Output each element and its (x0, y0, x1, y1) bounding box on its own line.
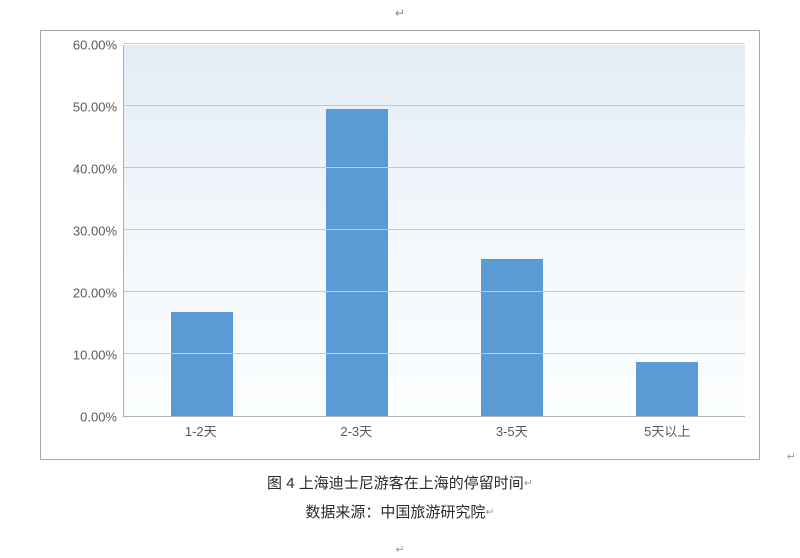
y-tick-label: 60.00% (47, 38, 117, 53)
figure-title: 图 4 上海迪士尼游客在上海的停留时间↵ (0, 470, 800, 499)
bar-slot (279, 45, 434, 416)
x-axis-labels: 1-2天2-3天3-5天5天以上 (123, 421, 745, 440)
y-tick-label: 30.00% (47, 224, 117, 239)
bar-slot (124, 45, 279, 416)
figure-title-text: 图 4 上海迪士尼游客在上海的停留时间 (267, 475, 524, 492)
caption-block: 图 4 上海迪士尼游客在上海的停留时间↵ 数据来源：中国旅游研究院↵ (0, 470, 800, 527)
gridline (124, 43, 745, 44)
gridline (124, 167, 745, 168)
figure-source-text: 数据来源：中国旅游研究院 (305, 504, 485, 521)
gridline (124, 291, 745, 292)
y-tick-label: 40.00% (47, 162, 117, 177)
x-tick-label: 5天以上 (590, 421, 746, 440)
bar-slot (590, 45, 745, 416)
chart-container: 1-2天2-3天3-5天5天以上 0.00% 10.00% 20.00% 30.00%… (40, 30, 760, 460)
paragraph-mark-top: ↵ (0, 6, 800, 20)
bar (326, 109, 388, 416)
bar (636, 362, 698, 416)
bars-group (124, 45, 745, 416)
bar (171, 312, 233, 416)
gridline (124, 353, 745, 354)
y-tick-label: 50.00% (47, 100, 117, 115)
gridline (124, 229, 745, 230)
return-mark-icon: ↵ (524, 478, 533, 490)
bar-slot (435, 45, 590, 416)
y-tick-label: 20.00% (47, 286, 117, 301)
return-mark-icon: ↵ (485, 506, 494, 518)
x-tick-label: 3-5天 (434, 421, 590, 440)
gridline (124, 105, 745, 106)
y-tick-label: 10.00% (47, 348, 117, 363)
y-tick-label: 0.00% (47, 410, 117, 425)
paragraph-mark-side: ↵ (787, 450, 796, 463)
x-tick-label: 1-2天 (123, 421, 279, 440)
x-tick-label: 2-3天 (279, 421, 435, 440)
figure-source: 数据来源：中国旅游研究院↵ (0, 499, 800, 528)
paragraph-mark-bottom: ↵ (0, 543, 800, 556)
bar (481, 259, 543, 416)
plot-area (123, 45, 745, 417)
